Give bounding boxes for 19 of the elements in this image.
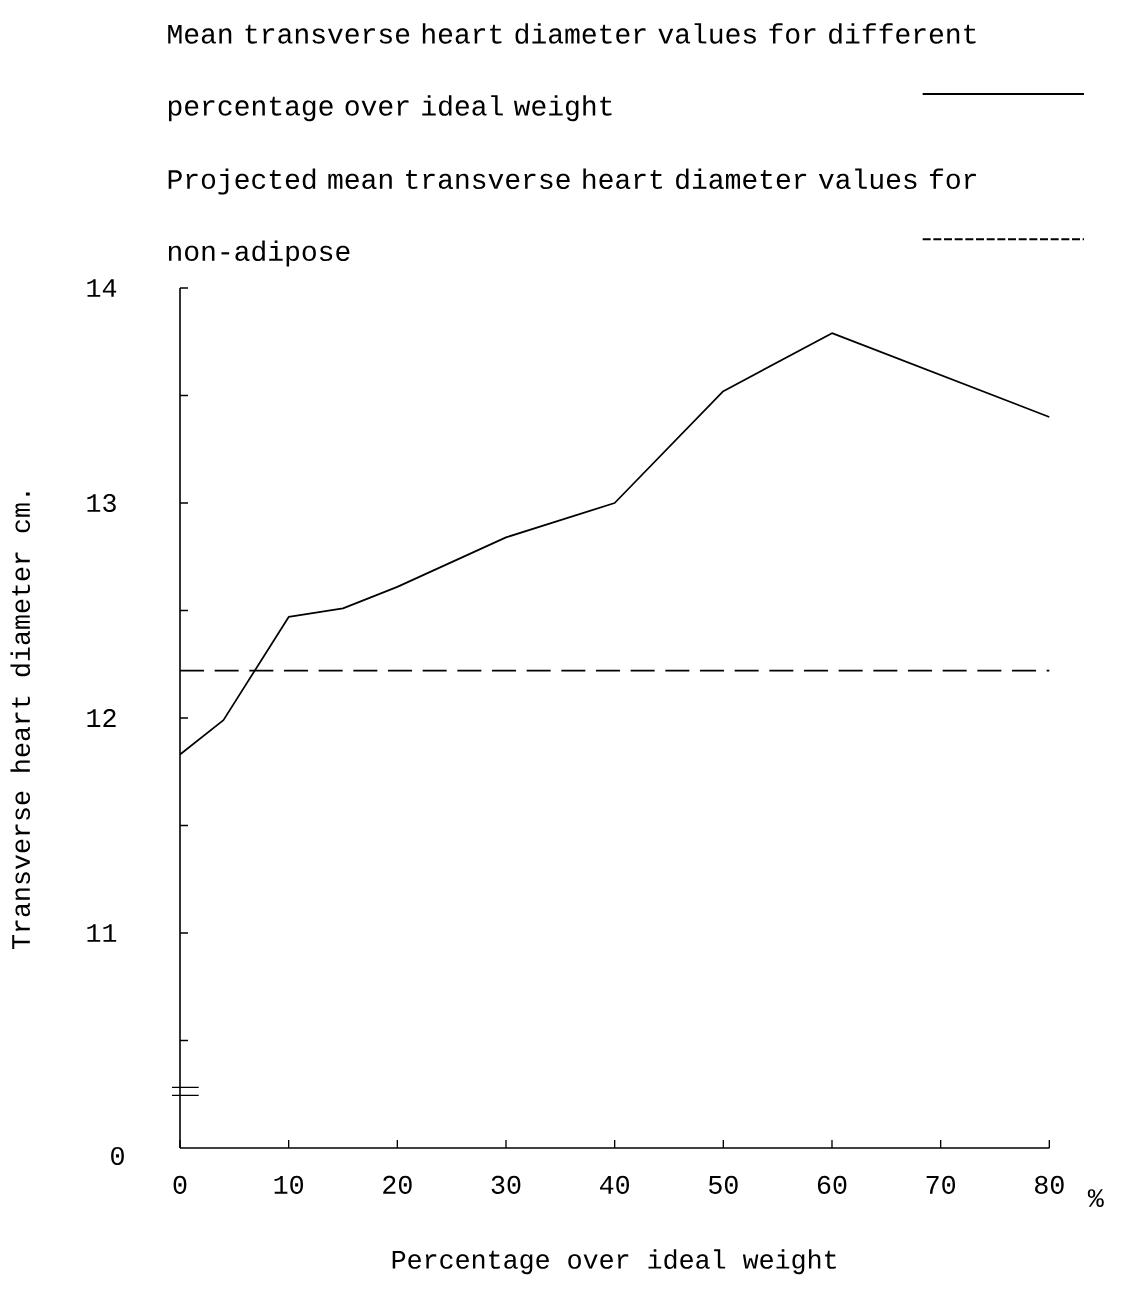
text: %: [1087, 1189, 1104, 1208]
x-tick-label: 80: [1035, 1175, 1064, 1194]
x-tick-label: 10: [274, 1175, 304, 1194]
x-tick-label: 70: [926, 1175, 956, 1194]
x-tick-label: 60: [817, 1175, 847, 1194]
x-axis-title: Percentage over ideal weight: [392, 1249, 836, 1275]
x-tick-label: 0: [173, 1175, 187, 1194]
y-tick-label: 11: [87, 924, 117, 942]
text: Mean transverse heart diameter values for different percentage over ideal weight: [168, 23, 976, 122]
y-axis-title: Transverse heart diameter cm.: [10, 492, 31, 950]
text: Projected mean transverse heart diameter values for non-adipose: [168, 168, 976, 267]
x-tick-label: 40: [600, 1175, 630, 1194]
x-tick-label: 30: [491, 1175, 521, 1194]
y-tick-label: 13: [87, 493, 116, 513]
y-tick-label: 14: [87, 279, 117, 297]
y-tick-label: 12: [87, 709, 116, 727]
text: 0: [111, 1146, 124, 1166]
x-tick-label: 50: [709, 1175, 738, 1194]
x-tick-label: 20: [383, 1175, 412, 1194]
